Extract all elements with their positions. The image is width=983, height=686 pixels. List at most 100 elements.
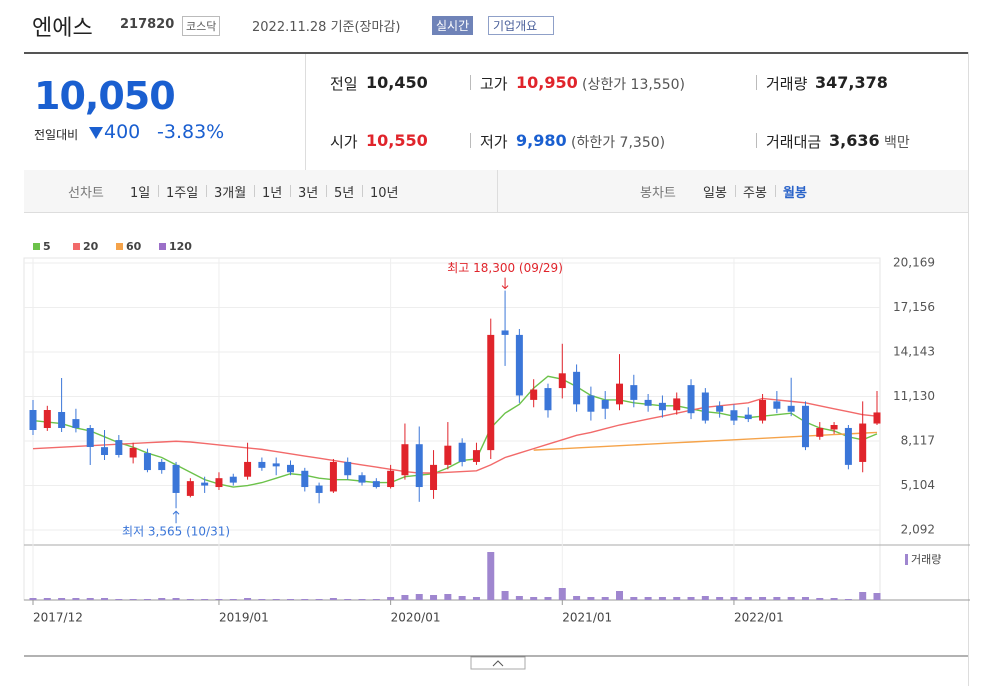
volume-bar: [315, 599, 323, 600]
stat-value: 347,378: [815, 73, 888, 92]
separator: [290, 185, 291, 197]
tab[interactable]: 일봉: [703, 186, 727, 201]
candle-body: [344, 461, 352, 476]
candle-body: [158, 461, 166, 471]
candle-body: [143, 453, 151, 471]
down-icon: [89, 127, 103, 139]
volume-bar: [244, 598, 252, 600]
candle-body: [115, 440, 123, 455]
volume-bar: [186, 599, 194, 600]
realtime-button[interactable]: 실시간: [432, 16, 474, 35]
candle-body: [830, 425, 838, 430]
volume-bar: [801, 597, 809, 600]
tab[interactable]: 3개월: [214, 186, 247, 201]
volume-legend: 거래량: [911, 553, 941, 566]
legend-swatch: [159, 243, 166, 250]
candle-body: [244, 461, 252, 477]
candle-body: [401, 444, 409, 476]
overview-button[interactable]: 기업개요: [488, 16, 555, 35]
stat-label: 거래대금: [766, 133, 822, 151]
tab[interactable]: 월봉: [783, 186, 807, 201]
candle-body: [472, 450, 480, 462]
tab[interactable]: 5년: [334, 186, 355, 201]
candle-body: [873, 412, 881, 424]
plot-frame: [23, 257, 881, 601]
tab[interactable]: 1일: [130, 186, 151, 201]
volume-bar: [816, 598, 824, 600]
separator: [158, 185, 159, 197]
volume-bar: [501, 591, 509, 600]
volume-bar: [701, 596, 709, 600]
stat-extra: (상한가 13,550): [582, 77, 686, 93]
y-tick-label: 2,092: [901, 522, 935, 536]
candle-body: [29, 410, 37, 430]
stat-value: 3,636: [829, 131, 880, 150]
stat-label: 저가: [480, 133, 508, 151]
stat-label: 전일: [330, 75, 358, 93]
collapse-icon: [492, 660, 504, 667]
candle-body: [859, 423, 867, 462]
candle-body: [658, 402, 666, 411]
separator: [756, 133, 757, 148]
volume-bar: [387, 597, 395, 600]
volume-bar: [101, 598, 109, 600]
candle-body: [759, 399, 767, 421]
y-tick-label: 14,143: [893, 344, 935, 358]
tab[interactable]: 1주일: [166, 186, 199, 201]
volume-bar: [544, 597, 552, 600]
candle-body: [186, 481, 194, 496]
separator: [362, 185, 363, 197]
y-tick-label: 8,117: [901, 434, 935, 448]
divider: [497, 170, 498, 212]
tab-label: 선차트: [68, 186, 104, 201]
tab[interactable]: 3년: [298, 186, 319, 201]
candle-body: [587, 395, 595, 412]
candle-body: [430, 464, 438, 490]
annotation-arrow: [172, 510, 180, 524]
volume-bar: [329, 598, 337, 600]
candle-body: [601, 399, 609, 409]
candle-body: [515, 334, 523, 396]
candle-body: [229, 476, 237, 483]
volume-bar: [716, 597, 724, 600]
volume-bar: [873, 593, 881, 600]
volume-bar: [272, 599, 280, 600]
x-tick-label: 2019/01: [219, 611, 269, 625]
tab[interactable]: 10년: [370, 186, 399, 201]
y-tick-label: 11,130: [893, 389, 935, 403]
candle-body: [387, 470, 395, 488]
tab-bar: [24, 170, 968, 213]
collapse-button[interactable]: [470, 656, 526, 670]
separator: [756, 75, 757, 90]
x-tick-label: 2017/12: [33, 611, 83, 625]
candle-body: [573, 371, 581, 405]
volume-bar: [72, 598, 80, 600]
tab[interactable]: 주봉: [743, 186, 767, 201]
change-label: 전일대비: [34, 128, 79, 142]
volume-bar: [773, 597, 781, 600]
volume-bar: [115, 599, 123, 600]
candle-body: [101, 447, 109, 455]
legend-swatch: [33, 243, 40, 250]
candle-body: [773, 401, 781, 409]
tab[interactable]: 1년: [262, 186, 283, 201]
candle-body: [258, 461, 266, 468]
volume-bar: [744, 597, 752, 600]
volume-bar: [43, 598, 51, 600]
candle-body: [444, 445, 452, 465]
candle-body: [544, 388, 552, 411]
candle-body: [272, 463, 280, 467]
x-tick-label: 2020/01: [391, 611, 441, 625]
volume-bar: [344, 599, 352, 600]
stat-value: 10,450: [366, 73, 428, 92]
candle-body: [630, 385, 638, 400]
volume-bar: [644, 597, 652, 600]
volume-bar: [844, 599, 852, 600]
volume-bar: [215, 599, 223, 600]
candle-body: [315, 485, 323, 493]
volume-bar: [472, 597, 480, 600]
candle-body: [129, 447, 137, 458]
change: 400: [104, 121, 141, 143]
candle-body: [730, 410, 738, 421]
